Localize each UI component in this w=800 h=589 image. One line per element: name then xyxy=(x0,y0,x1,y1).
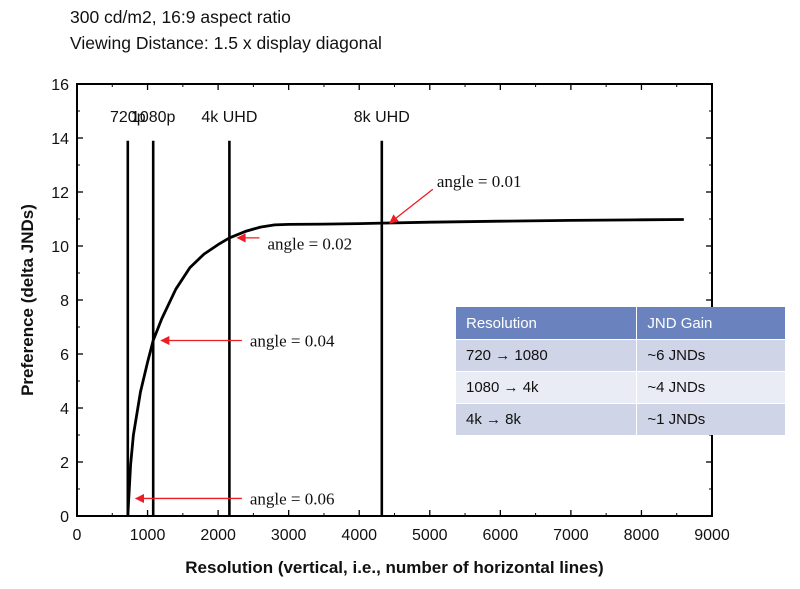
table-header-resolution: Resolution xyxy=(456,307,637,340)
table-row: 720 → 1080 ~6 JNDs xyxy=(456,339,785,372)
reference-line-label: 4k UHD xyxy=(201,109,257,126)
x-tick-label: 7000 xyxy=(553,527,589,544)
y-tick-label: 0 xyxy=(60,509,69,526)
jnd-gain-table: Resolution JND Gain 720 → 1080 ~6 JNDs 1… xyxy=(456,307,785,435)
table-cell-resolution: 1080 → 4k xyxy=(456,371,637,404)
x-tick-label: 3000 xyxy=(271,527,307,544)
x-tick-label: 8000 xyxy=(624,527,660,544)
plot-frame xyxy=(76,83,713,517)
x-tick-label: 1000 xyxy=(130,527,166,544)
y-tick-label: 12 xyxy=(51,185,69,202)
x-tick-label: 4000 xyxy=(341,527,377,544)
angle-annotation-label: angle = 0.06 xyxy=(250,489,335,508)
table-cell-jnd-gain: ~1 JNDs xyxy=(636,403,785,435)
reference-line-label: 720p xyxy=(110,109,146,126)
angle-annotation-label: angle = 0.02 xyxy=(268,234,353,253)
x-tick-label: 6000 xyxy=(483,527,519,544)
reference-line-label: 8k UHD xyxy=(354,109,410,126)
y-tick-label: 8 xyxy=(60,293,69,310)
table-cell-resolution: 720 → 1080 xyxy=(456,339,637,372)
chart-header: 300 cd/m2, 16:9 aspect ratio Viewing Dis… xyxy=(70,4,382,56)
y-tick-label: 10 xyxy=(51,239,69,256)
table-row: 1080 → 4k ~4 JNDs xyxy=(456,371,785,404)
y-axis-title: Preference (delta JNDs) xyxy=(18,204,37,396)
header-line-1: 300 cd/m2, 16:9 aspect ratio xyxy=(70,7,291,27)
table-header-row: Resolution JND Gain xyxy=(456,307,785,340)
x-tick-label: 9000 xyxy=(694,527,730,544)
table-row: 4k → 8k ~1 JNDs xyxy=(456,403,785,435)
header-line-2: Viewing Distance: 1.5 x display diagonal xyxy=(70,33,382,53)
angle-annotation-label: angle = 0.04 xyxy=(250,332,335,351)
table-cell-resolution: 4k → 8k xyxy=(456,403,637,435)
y-tick-label: 6 xyxy=(60,347,69,364)
y-tick-label: 16 xyxy=(51,77,69,94)
table-header-jnd-gain: JND Gain xyxy=(636,307,785,340)
x-tick-label: 0 xyxy=(73,527,82,544)
angle-annotation-label: angle = 0.01 xyxy=(437,172,522,191)
table-cell-jnd-gain: ~4 JNDs xyxy=(636,371,785,404)
y-tick-label: 4 xyxy=(60,401,69,418)
angle-annotation-arrow xyxy=(389,188,434,224)
table-cell-jnd-gain: ~6 JNDs xyxy=(636,339,785,372)
x-axis-title: Resolution (vertical, i.e., number of ho… xyxy=(185,558,603,577)
chart-marks: 0 1000 2000 3000 4000 5000 6000 7000 8000 9000 0 2 4… xyxy=(18,77,730,577)
y-tick-label: 14 xyxy=(51,131,69,148)
y-tick-label: 2 xyxy=(60,455,69,472)
x-tick-label: 2000 xyxy=(200,527,236,544)
x-tick-label: 5000 xyxy=(412,527,448,544)
reference-line-label: 1080p xyxy=(131,109,176,126)
